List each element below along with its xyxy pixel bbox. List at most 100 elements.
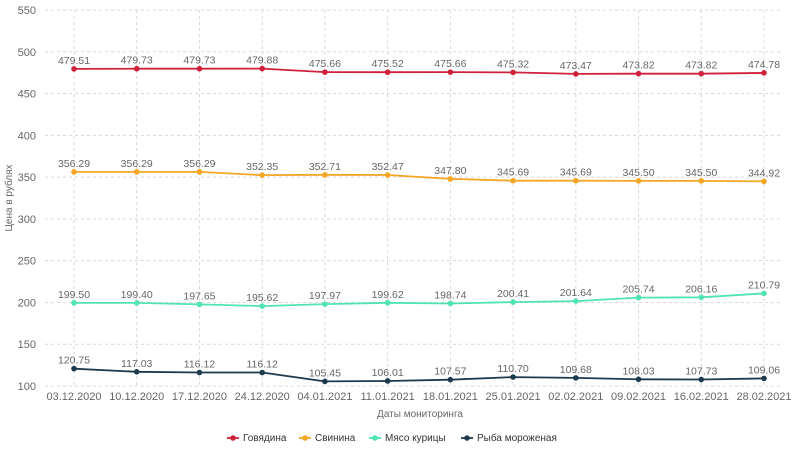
series-group <box>71 65 767 385</box>
series-line <box>73 67 765 75</box>
data-label: 116.12 <box>184 359 215 371</box>
data-point <box>259 65 265 72</box>
data-point <box>384 69 391 76</box>
data-label: 356.29 <box>121 158 153 170</box>
y-tick-label: 500 <box>18 47 36 59</box>
data-point <box>573 298 579 304</box>
data-point <box>322 301 328 307</box>
legend-item[interactable]: Рыба мороженая <box>461 432 557 444</box>
data-point <box>133 300 140 306</box>
data-label: 107.57 <box>434 366 466 378</box>
data-label: 199.62 <box>372 289 404 301</box>
data-label: 117.03 <box>121 358 152 370</box>
data-label: 479.88 <box>246 55 278 67</box>
data-point <box>573 177 579 184</box>
data-label: 110.70 <box>497 363 528 375</box>
legend-label: Рыба мороженая <box>477 432 557 444</box>
data-label: 473.82 <box>622 60 654 72</box>
data-point <box>761 70 767 76</box>
data-label: 344.92 <box>748 167 780 179</box>
data-label: 200.41 <box>497 288 529 300</box>
legend-label: Свинина <box>315 433 356 444</box>
data-labels: 479.51 479.73 479.73 479.88 475.66 475.52 475.… <box>58 55 780 380</box>
data-label: 475.32 <box>497 58 529 70</box>
data-label: 108.03 <box>622 365 654 377</box>
grid <box>45 9 780 387</box>
data-label: 201.64 <box>560 287 592 299</box>
legend-label: Мясо курицы <box>385 433 446 444</box>
data-label: 197.97 <box>309 290 341 302</box>
x-tick-label: 11.01.2021 <box>361 391 415 403</box>
x-tick-label: 28.02.2021 <box>736 391 791 403</box>
data-point <box>71 365 77 372</box>
data-point <box>761 178 767 185</box>
data-label: 345.69 <box>560 167 592 179</box>
data-point <box>761 290 767 297</box>
legend-item[interactable]: Говядина <box>227 433 287 444</box>
data-point <box>510 177 516 184</box>
x-axis-title: Даты мониторинга <box>377 409 463 420</box>
legend: Говядина Свинина Мясо курицы Рыба мороженая <box>227 432 557 444</box>
y-tick-label: 400 <box>18 130 36 142</box>
series-line <box>73 367 765 383</box>
data-point <box>635 178 642 184</box>
data-label: 210.79 <box>748 279 780 291</box>
data-label: 479.73 <box>121 55 153 67</box>
x-tick-label: 24.12.2020 <box>235 391 290 403</box>
x-tick-label: 03.12.2020 <box>46 391 101 403</box>
data-label: 352.35 <box>246 161 278 173</box>
y-tick-label: 200 <box>18 297 36 309</box>
data-point <box>698 178 705 184</box>
data-point <box>196 65 203 72</box>
legend-swatch-marker <box>372 435 378 441</box>
data-point <box>573 71 579 77</box>
data-point <box>133 368 140 375</box>
y-tick-label: 450 <box>18 89 36 101</box>
data-point <box>635 294 642 301</box>
data-point <box>71 169 77 175</box>
data-point <box>635 376 642 383</box>
data-point <box>698 294 705 301</box>
data-point <box>71 66 77 72</box>
legend-item[interactable]: Мясо курицы <box>369 433 446 444</box>
data-label: 475.52 <box>372 58 404 70</box>
x-tick-label: 10.12.2020 <box>109 391 164 403</box>
x-tick-label: 09.02.2021 <box>611 391 666 403</box>
y-tick-label: 350 <box>18 172 36 184</box>
y-tick-label: 250 <box>18 256 36 268</box>
series-line <box>74 170 765 183</box>
data-point <box>573 375 579 381</box>
data-label: 473.82 <box>685 60 717 72</box>
data-label: 106.01 <box>372 367 404 379</box>
data-point <box>510 69 516 76</box>
x-tick-label: 18.01.2021 <box>423 391 478 403</box>
data-label: 105.45 <box>309 367 341 379</box>
data-point <box>133 65 140 72</box>
data-label: 197.65 <box>183 290 215 302</box>
data-label: 356.29 <box>58 158 90 170</box>
legend-label: Говядина <box>243 433 287 444</box>
data-label: 198.74 <box>434 289 466 301</box>
data-point <box>196 301 203 308</box>
data-point <box>384 172 391 178</box>
x-axis-ticks: 03.12.2020 10.12.2020 17.12.2020 24.12.2020… <box>46 391 791 403</box>
data-label: 352.47 <box>372 161 404 173</box>
data-label: 479.51 <box>58 55 90 67</box>
data-point <box>447 300 454 307</box>
data-point <box>510 299 516 305</box>
data-label: 352.71 <box>309 161 341 173</box>
data-label: 473.47 <box>560 60 592 72</box>
data-point <box>510 374 516 380</box>
y-tick-label: 550 <box>18 5 36 17</box>
data-point <box>635 70 642 77</box>
series-line <box>74 292 765 308</box>
data-label: 206.16 <box>685 283 717 295</box>
data-point <box>259 303 265 309</box>
data-point <box>322 378 328 385</box>
data-label: 109.06 <box>748 364 780 376</box>
y-axis-title: Цена в рублях <box>3 164 15 231</box>
legend-item[interactable]: Свинина <box>299 433 356 444</box>
data-point <box>384 299 391 306</box>
